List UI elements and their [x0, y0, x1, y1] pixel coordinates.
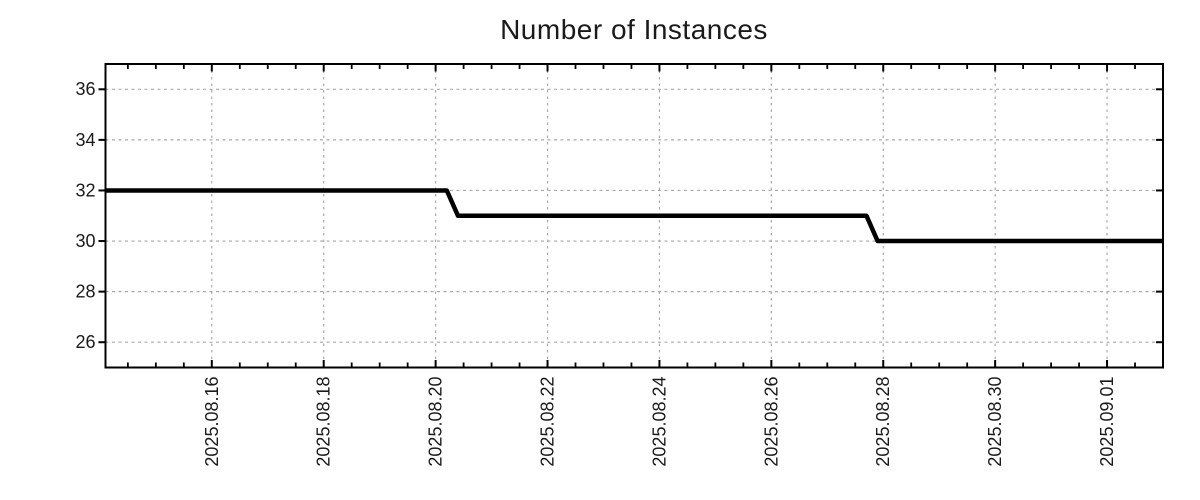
chart-title: Number of Instances: [500, 14, 768, 45]
y-tick-label: 26: [75, 332, 95, 352]
x-tick-label: 2025.08.24: [649, 377, 669, 467]
x-tick-label: 2025.08.16: [202, 377, 222, 467]
y-tick-label: 36: [75, 79, 95, 99]
x-tick-label: 2025.08.30: [985, 377, 1005, 467]
y-tick-label: 34: [75, 130, 95, 150]
x-tick-label: 2025.08.18: [314, 377, 334, 467]
x-tick-label: 2025.09.01: [1097, 377, 1117, 467]
x-tick-label: 2025.08.20: [426, 377, 446, 467]
y-tick-label: 30: [75, 231, 95, 251]
plot-frame: [104, 63, 1164, 369]
x-tick-label: 2025.08.22: [537, 377, 557, 467]
y-tick-label: 32: [75, 180, 95, 200]
y-tick-label: 28: [75, 282, 95, 302]
x-tick-label: 2025.08.28: [873, 377, 893, 467]
x-tick-label: 2025.08.26: [761, 377, 781, 467]
data-line: [105, 188, 1163, 244]
